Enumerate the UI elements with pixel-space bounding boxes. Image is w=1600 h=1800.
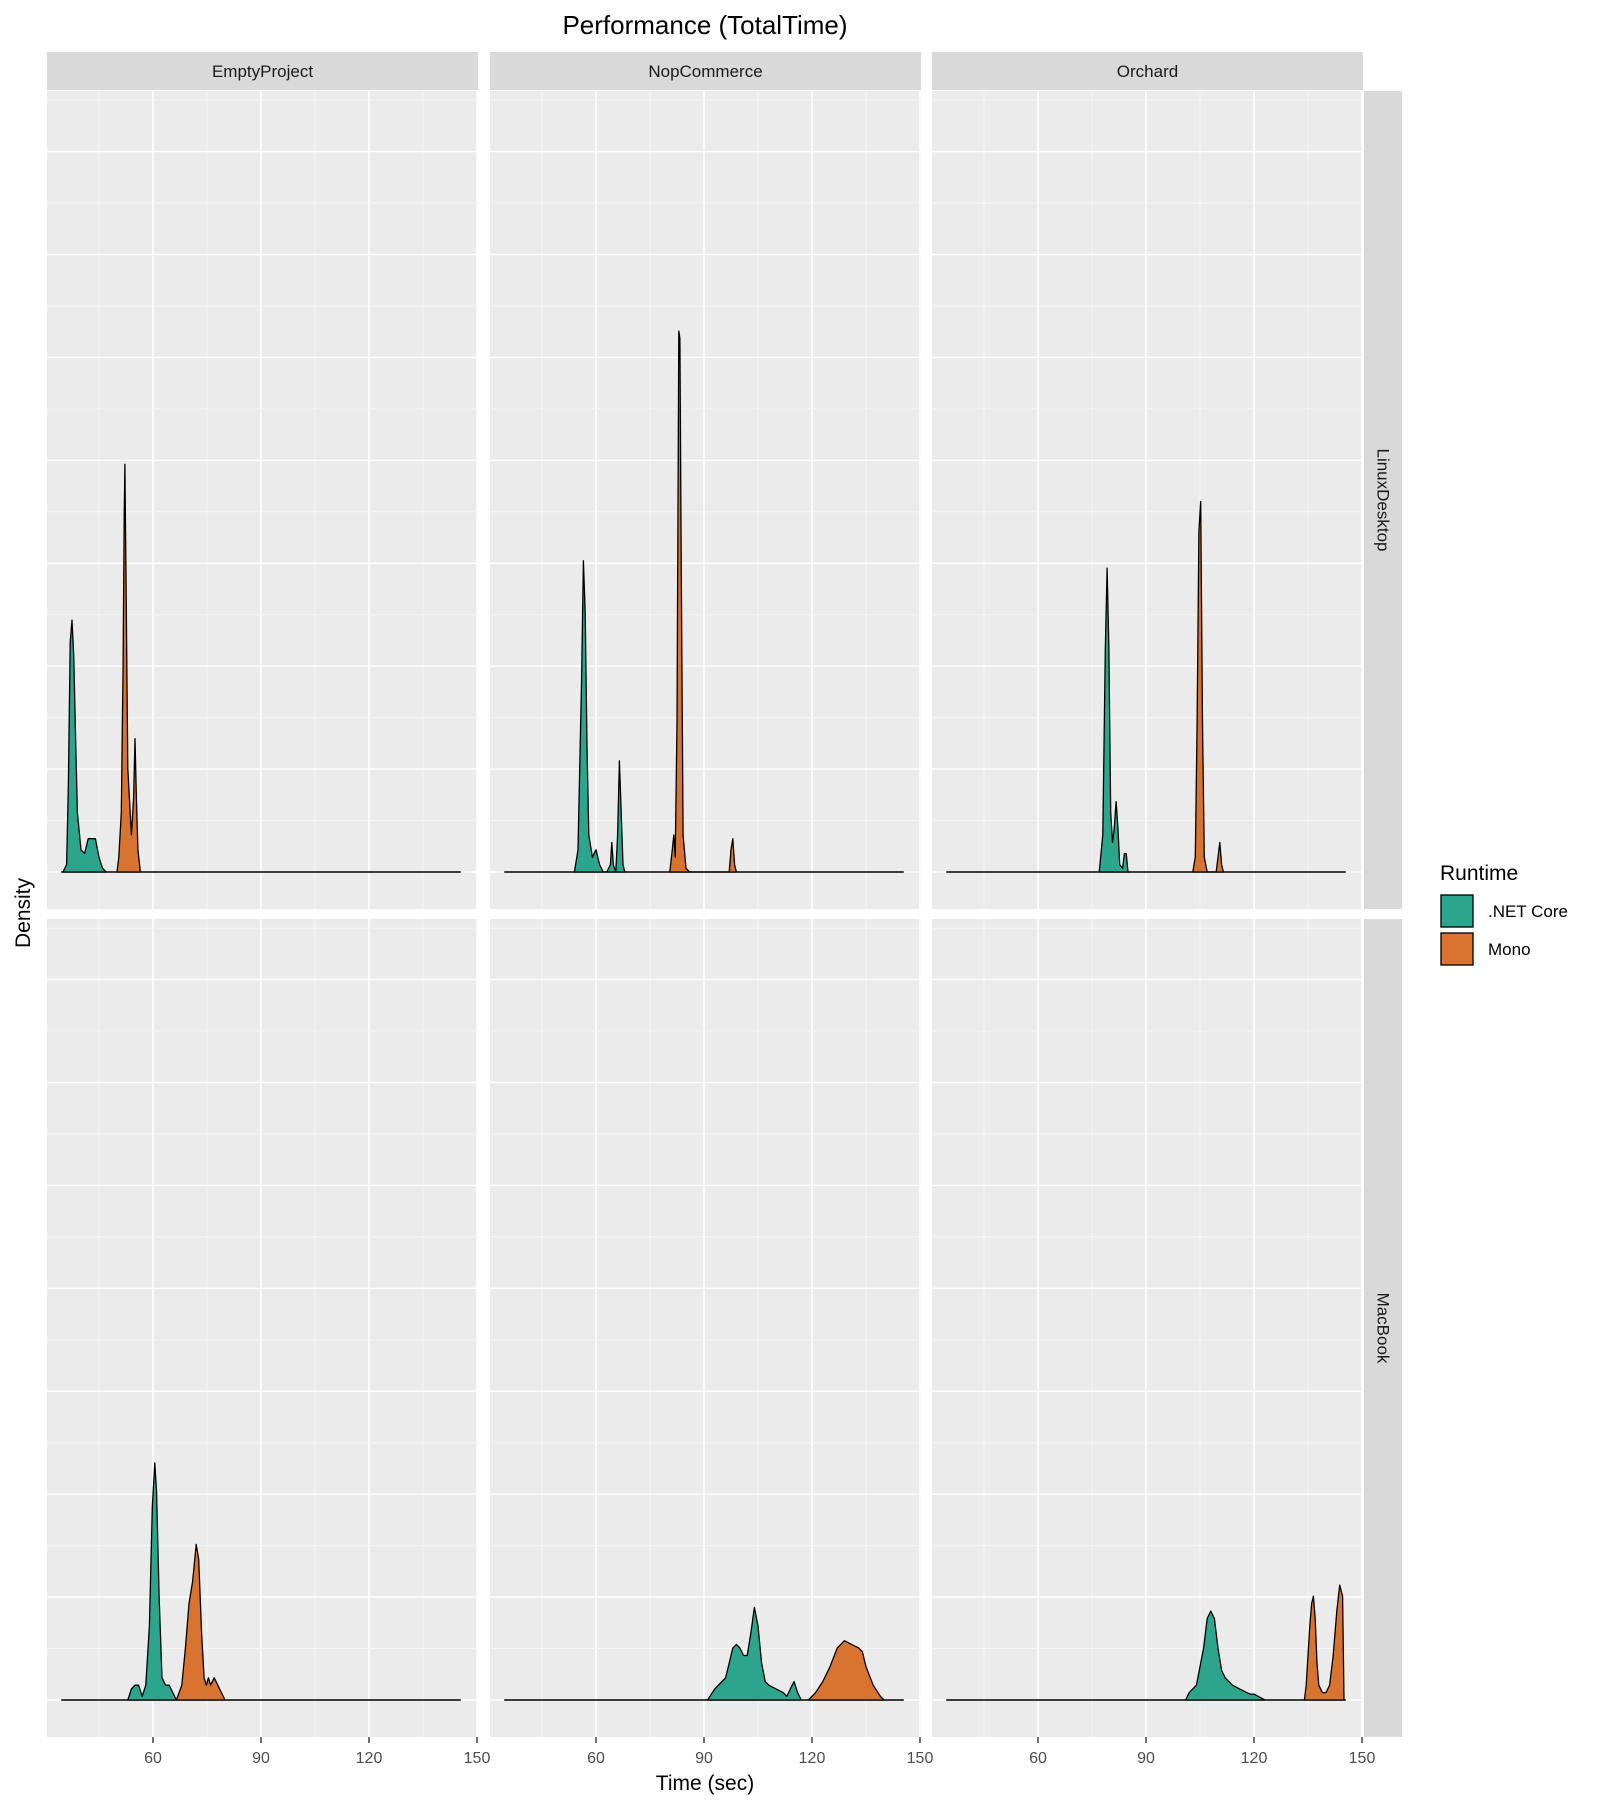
density-area-net-core [1184, 1610, 1266, 1701]
legend-title: Runtime [1440, 862, 1518, 885]
chart-title: Performance (TotalTime) [562, 10, 847, 40]
density-area-net-core [1098, 567, 1131, 873]
density-area-net-core [62, 619, 107, 873]
x-tick-label: 120 [356, 1750, 383, 1767]
x-tick-label: 60 [1029, 1750, 1047, 1767]
strip-label: NopCommerce [648, 62, 762, 81]
density-area-net-core [573, 560, 626, 873]
panels-layer [47, 91, 1363, 1737]
density-area-mono [669, 330, 738, 873]
y-axis-title: Density [12, 877, 35, 948]
panel-background [932, 919, 1363, 1737]
strip-emptyproject: EmptyProject [47, 52, 478, 90]
panel-nopcommerce-linuxdesktop [490, 91, 921, 909]
strip-label: MacBook [1374, 1293, 1393, 1364]
legend-label: Mono [1488, 940, 1531, 959]
density-area-net-core [127, 1462, 178, 1701]
panel-background [490, 91, 921, 909]
strip-label: LinuxDesktop [1374, 448, 1393, 551]
x-tick-label: 120 [1241, 1750, 1268, 1767]
density-area-mono [175, 1543, 226, 1701]
panel-emptyproject-linuxdesktop [47, 91, 478, 909]
panel-background [47, 919, 478, 1737]
panel-emptyproject-macbook [47, 919, 478, 1737]
legend-swatch [1440, 932, 1474, 966]
x-axis: 60 90 120 150 60 90 120 150 60 90 120 150 [144, 1737, 1375, 1767]
x-tick-label: 150 [464, 1750, 491, 1767]
x-tick-label: 90 [252, 1750, 270, 1767]
panel-nopcommerce-macbook [490, 919, 921, 1737]
strip-label: Orchard [1117, 62, 1178, 81]
strips-layer: EmptyProject NopCommerce Orchard LinuxDeskt… [47, 52, 1402, 1737]
panel-orchard-macbook [932, 919, 1363, 1737]
strip-background [47, 52, 478, 90]
panel-background [490, 919, 921, 1737]
x-tick-label: 60 [144, 1750, 162, 1767]
x-tick-label: 90 [695, 1750, 713, 1767]
x-tick-label: 90 [1137, 1750, 1155, 1767]
legend-swatch [1440, 894, 1474, 928]
strip-macbook: MacBook [1364, 919, 1402, 1737]
legend: Runtime .NET Core Mono [1440, 862, 1568, 966]
density-area-mono [116, 463, 142, 873]
strip-background [490, 52, 921, 90]
strip-label: EmptyProject [212, 62, 313, 81]
panel-orchard-linuxdesktop [932, 91, 1363, 909]
strip-linuxdesktop: LinuxDesktop [1364, 91, 1402, 909]
strip-background [1364, 91, 1402, 909]
legend-entry-mono: Mono [1440, 932, 1531, 966]
x-axis-title: Time (sec) [656, 1772, 754, 1795]
legend-entry-net-core: .NET Core [1440, 894, 1568, 928]
strip-background [932, 52, 1363, 90]
legend-label: .NET Core [1488, 902, 1568, 921]
panel-background [47, 91, 478, 909]
x-tick-label: 150 [907, 1750, 934, 1767]
strip-orchard: Orchard [932, 52, 1363, 90]
density-area-mono [1303, 1584, 1345, 1701]
x-tick-label: 150 [1349, 1750, 1376, 1767]
density-area-net-core [706, 1606, 802, 1701]
x-tick-label: 60 [587, 1750, 605, 1767]
strip-nopcommerce: NopCommerce [490, 52, 921, 90]
density-area-mono [807, 1640, 885, 1701]
panel-background [932, 91, 1363, 909]
x-tick-label: 120 [799, 1750, 826, 1767]
density-area-mono [1192, 500, 1225, 873]
strip-background [1364, 919, 1402, 1737]
